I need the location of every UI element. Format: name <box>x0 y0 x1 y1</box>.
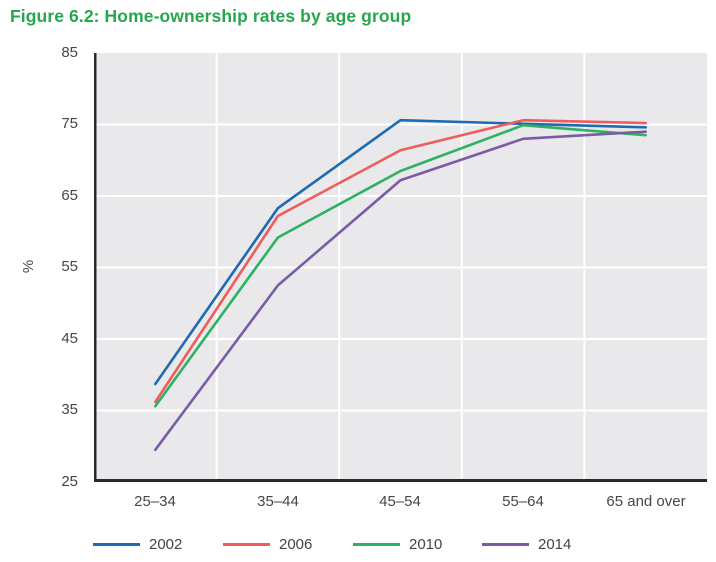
y-tick-label: 85 <box>61 44 78 61</box>
plot-area <box>94 53 707 482</box>
x-tick-label: 55–64 <box>502 493 544 510</box>
legend-label: 2006 <box>279 535 313 553</box>
x-tick-label: 65 and over <box>606 493 686 510</box>
legend-label: 2014 <box>538 535 572 553</box>
legend-item-2006: 2006 <box>223 534 312 554</box>
y-tick-label: 25 <box>61 473 78 490</box>
y-tick-label: 65 <box>61 187 78 204</box>
legend-line-swatch <box>93 542 140 546</box>
x-tick-label: 25–34 <box>134 493 176 510</box>
legend-line-swatch <box>223 542 270 546</box>
legend-item-2002: 2002 <box>93 534 182 554</box>
legend-label: 2002 <box>149 535 183 553</box>
legend-label: 2010 <box>409 535 443 553</box>
legend-item-2014: 2014 <box>482 534 571 554</box>
y-tick-label: 45 <box>61 330 78 347</box>
figure-title: Figure 6.2: Home-ownership rates by age … <box>10 6 412 26</box>
x-tick-label: 45–54 <box>379 493 421 510</box>
y-tick-label: 75 <box>61 115 78 132</box>
y-axis-label: % <box>20 259 38 274</box>
y-tick-label: 55 <box>61 258 78 275</box>
legend-item-2010: 2010 <box>353 534 442 554</box>
x-tick-label: 35–44 <box>257 493 299 510</box>
y-tick-label: 35 <box>61 401 78 418</box>
legend-line-swatch <box>353 542 400 546</box>
legend-line-swatch <box>482 542 529 546</box>
